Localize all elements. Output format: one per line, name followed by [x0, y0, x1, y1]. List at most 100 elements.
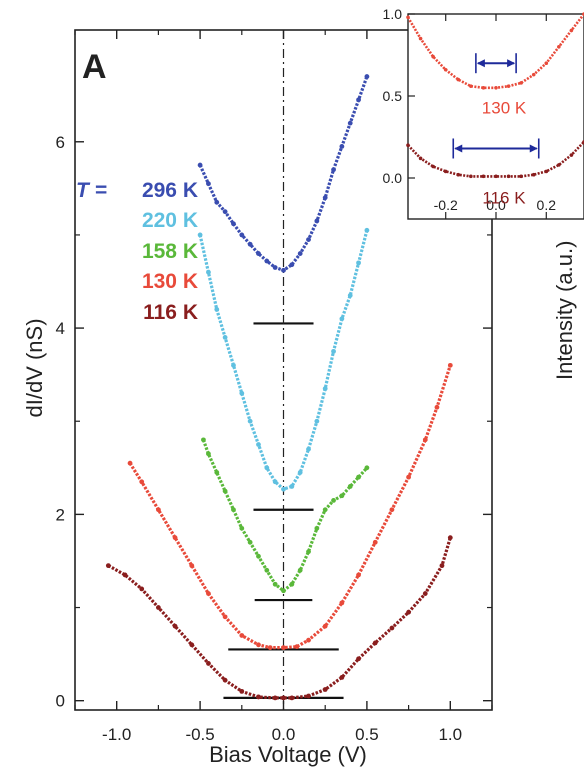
data-point-116-k: [447, 535, 453, 541]
main-y-ticks: 0 2 4 6: [56, 133, 492, 711]
data-point-158-k: [322, 507, 328, 513]
data-point-116-k: [139, 586, 145, 592]
data-point-158-k: [206, 451, 211, 457]
data-point-220-k: [222, 334, 228, 340]
inset-data-point-116-k: [481, 174, 486, 179]
data-point-116-k: [389, 625, 395, 631]
data-point-116-k: [239, 688, 245, 694]
inset-data-point-116-k: [569, 153, 574, 157]
inset-data-point-130-k: [443, 67, 448, 72]
data-point-130-k: [389, 507, 395, 513]
data-point-158-k: [289, 581, 295, 587]
legend-prefix: T =: [76, 179, 107, 202]
y-tick-label: 6: [56, 133, 65, 152]
data-point-116-k: [172, 623, 178, 629]
legend-prefix-text: T =: [76, 179, 107, 202]
data-point-158-k: [306, 549, 311, 555]
legend-entry-116-k: 116 K: [143, 301, 198, 324]
data-point-130-k: [422, 437, 428, 443]
inset-data-point-116-k: [506, 174, 511, 179]
data-point-220-k: [239, 390, 245, 396]
inset-data-point-130-k: [557, 45, 561, 49]
data-point-158-k: [331, 498, 336, 503]
data-point-220-k: [364, 227, 370, 233]
data-point-158-k: [364, 465, 370, 471]
data-point-116-k: [122, 572, 128, 578]
main-plot: -1.0 -0.5 0.0 0.5 1.0 0 2 4 6 A T = 296 K 220 K 1…: [22, 29, 493, 767]
data-point-220-k: [256, 442, 261, 447]
x-tick-label: 0.0: [272, 725, 296, 744]
data-point-296-k: [197, 162, 203, 168]
inset-data-point-130-k: [569, 28, 574, 33]
data-point-220-k: [214, 307, 220, 312]
data-point-130-k: [294, 644, 300, 650]
inset-data-point-116-k: [531, 172, 536, 177]
gap-arrow-head-left: [454, 144, 463, 153]
main-x-ticks: -1.0 -0.5 0.0 0.5 1.0: [74, 30, 493, 744]
series-line-130-k: [128, 364, 452, 650]
inset-series-labels: 130 K 116 K: [482, 98, 527, 207]
data-point-130-k: [267, 645, 273, 650]
y-tick-label: 2: [56, 505, 65, 524]
data-point-158-k: [347, 484, 353, 489]
data-point-220-k: [297, 470, 303, 475]
data-point-220-k: [281, 486, 286, 492]
data-point-296-k: [356, 97, 361, 103]
data-point-116-k: [422, 591, 428, 596]
data-point-220-k: [347, 293, 353, 298]
data-point-130-k: [306, 637, 311, 643]
inset-data-point-130-k: [431, 54, 435, 59]
data-point-158-k: [222, 488, 228, 494]
x-tick-label: 0.5: [355, 725, 379, 744]
inset-y-tick-label: 1.0: [383, 6, 403, 22]
data-point-116-k: [289, 695, 295, 701]
inset-x-tick-label: 0.2: [537, 197, 557, 213]
data-point-158-k: [256, 553, 261, 559]
data-point-296-k: [256, 251, 261, 256]
inset-data-point-130-k: [494, 86, 498, 90]
data-point-296-k: [281, 267, 286, 273]
data-point-130-k: [189, 563, 195, 569]
y-tick-label: 4: [56, 319, 65, 338]
data-point-220-k: [322, 386, 328, 392]
inset-x-ticks: -0.2 0.0 0.2: [434, 14, 557, 219]
data-point-130-k: [127, 460, 133, 466]
data-point-116-k: [156, 605, 161, 610]
inset-series-line-116-k: [407, 140, 584, 178]
data-point-116-k: [406, 609, 411, 615]
data-point-116-k: [322, 687, 328, 692]
data-point-158-k: [281, 588, 286, 594]
inset-data-point-116-k: [443, 169, 448, 174]
inset-data-point-116-k: [406, 143, 410, 147]
inset-data-point-116-k: [557, 163, 561, 167]
data-point-296-k: [339, 144, 345, 149]
data-point-158-k: [231, 507, 236, 513]
inset-plot: -0.2 0.0 0.2 0.0 0.5 1.0 130 K 116 K: [383, 6, 584, 220]
inset-data-point-116-k: [494, 174, 498, 179]
data-point-116-k: [306, 693, 311, 699]
data-point-116-k: [439, 563, 445, 569]
data-point-220-k: [314, 418, 320, 424]
data-point-220-k: [306, 446, 311, 452]
data-point-116-k: [356, 656, 361, 662]
inset-x-tick-label: 0.0: [486, 197, 506, 213]
data-point-220-k: [339, 316, 345, 322]
data-point-220-k: [264, 465, 270, 471]
data-point-296-k: [264, 258, 270, 264]
data-point-116-k: [256, 694, 261, 700]
data-point-130-k: [239, 633, 245, 638]
data-point-130-k: [139, 479, 145, 485]
data-point-296-k: [314, 218, 320, 224]
data-point-158-k: [339, 493, 345, 499]
gap-arrow-head-right: [529, 144, 538, 153]
data-point-130-k: [339, 600, 345, 606]
inset-label-116-k: 116 K: [482, 189, 526, 208]
inset-data-point-130-k: [531, 72, 536, 77]
right-edge-axis-fragment: Intensity (a.u.): [552, 241, 577, 380]
data-point-158-k: [264, 567, 270, 573]
data-point-296-k: [272, 265, 278, 270]
data-point-158-k: [356, 474, 361, 480]
inset-x-tick-label: -0.2: [434, 197, 458, 213]
data-point-220-k: [331, 348, 336, 354]
data-point-158-k: [214, 470, 220, 475]
